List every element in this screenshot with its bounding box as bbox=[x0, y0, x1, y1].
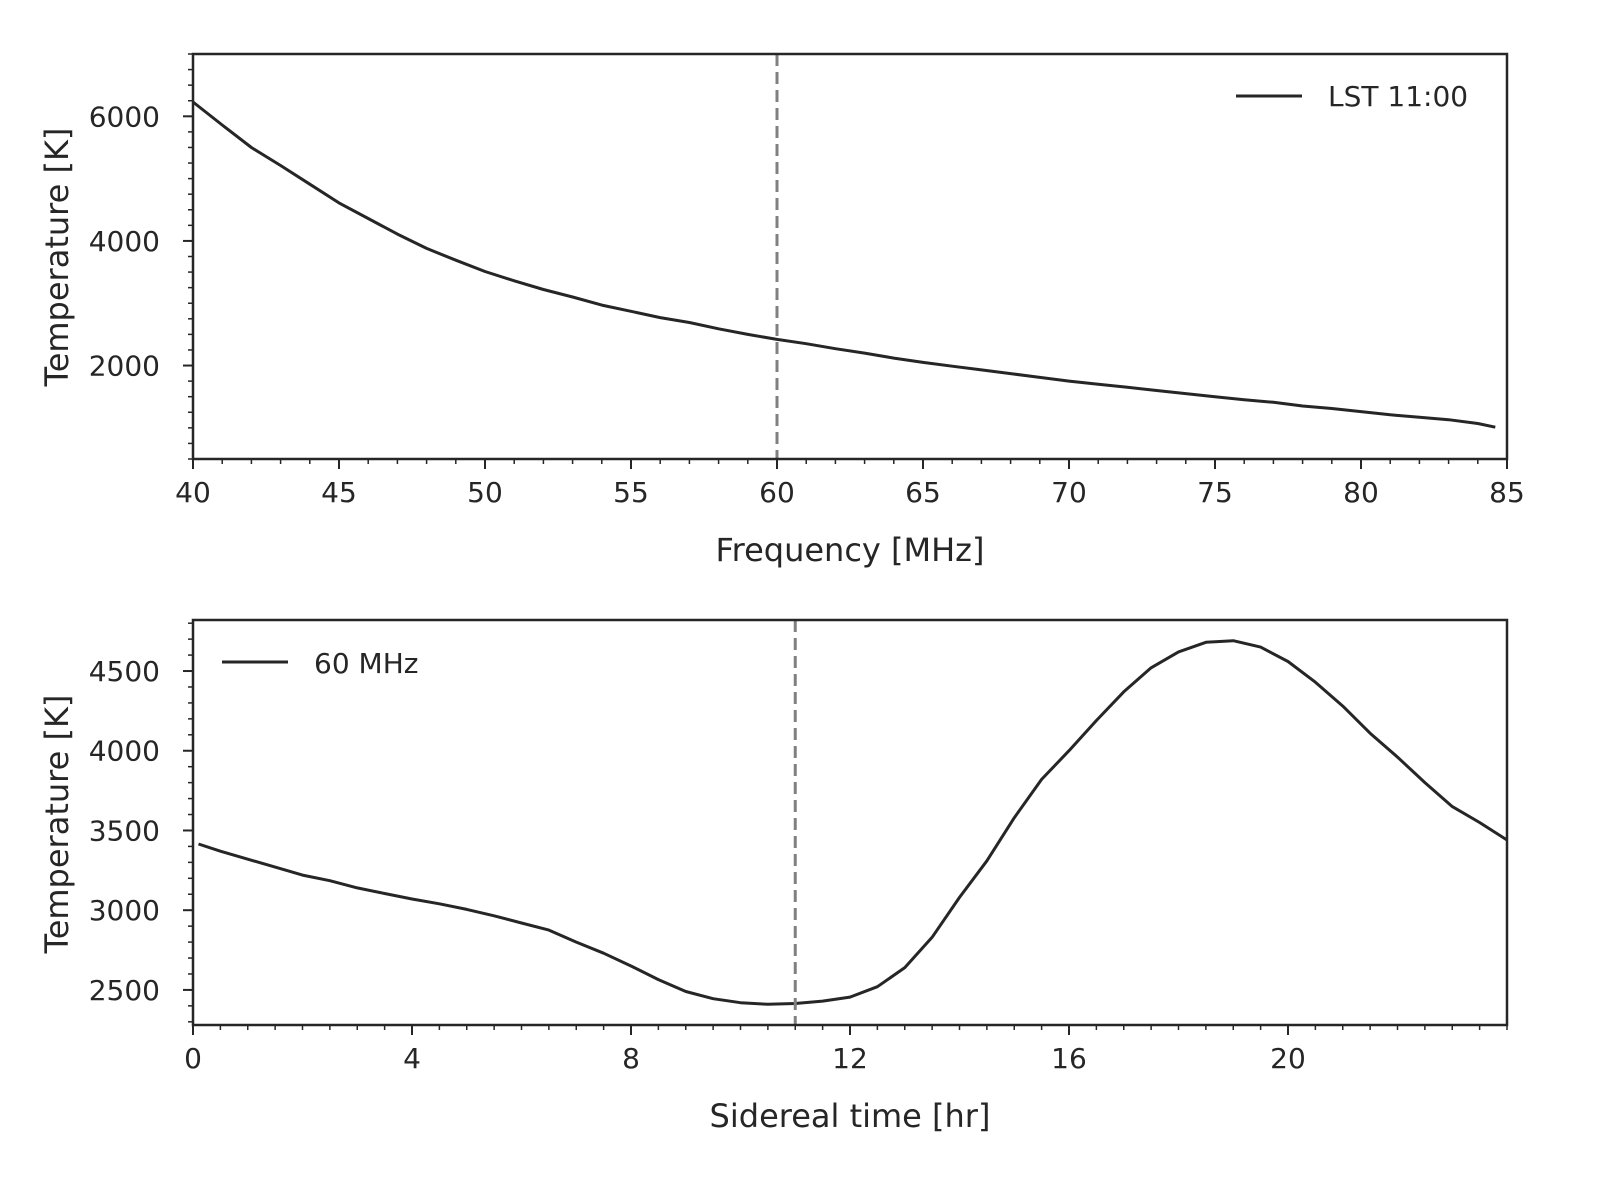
bottom-y-tick-label: 3500 bbox=[89, 814, 160, 847]
top-y-tick-label: 4000 bbox=[89, 225, 160, 258]
top-x-tick-label: 55 bbox=[613, 476, 649, 509]
top-legend-label: LST 11:00 bbox=[1328, 80, 1468, 113]
top-x-tick-label: 75 bbox=[1197, 476, 1233, 509]
sidereal-time-panel: Sidereal time [hr] Temperature [K] 0 4 8 12… bbox=[38, 618, 1509, 1135]
top-x-tick-label: 40 bbox=[175, 476, 211, 509]
top-x-tick-label: 80 bbox=[1343, 476, 1379, 509]
bottom-x-tick-label: 8 bbox=[622, 1042, 640, 1075]
top-x-axis-label: Frequency [MHz] bbox=[716, 531, 985, 569]
top-x-tick-label: 60 bbox=[759, 476, 795, 509]
bottom-x-tick-label: 12 bbox=[832, 1042, 868, 1075]
top-x-tick-label: 70 bbox=[1051, 476, 1087, 509]
top-x-tick-label: 45 bbox=[321, 476, 357, 509]
top-x-tick-label: 85 bbox=[1489, 476, 1525, 509]
bottom-y-tick-label: 2500 bbox=[89, 974, 160, 1007]
top-x-tick-label: 50 bbox=[467, 476, 503, 509]
bottom-y-tick-label: 3000 bbox=[89, 894, 160, 927]
bottom-series-line-0 bbox=[198, 639, 1508, 1006]
bottom-legend-label: 60 MHz bbox=[314, 647, 418, 680]
bottom-y-tick-label: 4500 bbox=[89, 655, 160, 688]
bottom-x-tick-label: 20 bbox=[1270, 1042, 1306, 1075]
bottom-legend: 60 MHz bbox=[222, 647, 418, 680]
top-y-tick-label: 2000 bbox=[89, 350, 160, 383]
bottom-y-axis-label: Temperature [K] bbox=[38, 695, 76, 955]
bottom-x-axis-label: Sidereal time [hr] bbox=[710, 1097, 991, 1135]
frequency-spectrum-panel: Frequency [MHz] Temperature [K] 40 45 50 55… bbox=[38, 52, 1525, 569]
bottom-x-tick-label: 16 bbox=[1051, 1042, 1087, 1075]
top-series-line-0 bbox=[192, 100, 1496, 429]
top-legend: LST 11:00 bbox=[1236, 80, 1468, 113]
bottom-x-tick-label: 4 bbox=[403, 1042, 421, 1075]
top-y-tick-label: 6000 bbox=[89, 100, 160, 133]
bottom-x-tick-label: 0 bbox=[184, 1042, 202, 1075]
bottom-y-tick-label: 4000 bbox=[89, 735, 160, 768]
top-y-axis-label: Temperature [K] bbox=[38, 128, 76, 388]
top-x-tick-label: 65 bbox=[905, 476, 941, 509]
